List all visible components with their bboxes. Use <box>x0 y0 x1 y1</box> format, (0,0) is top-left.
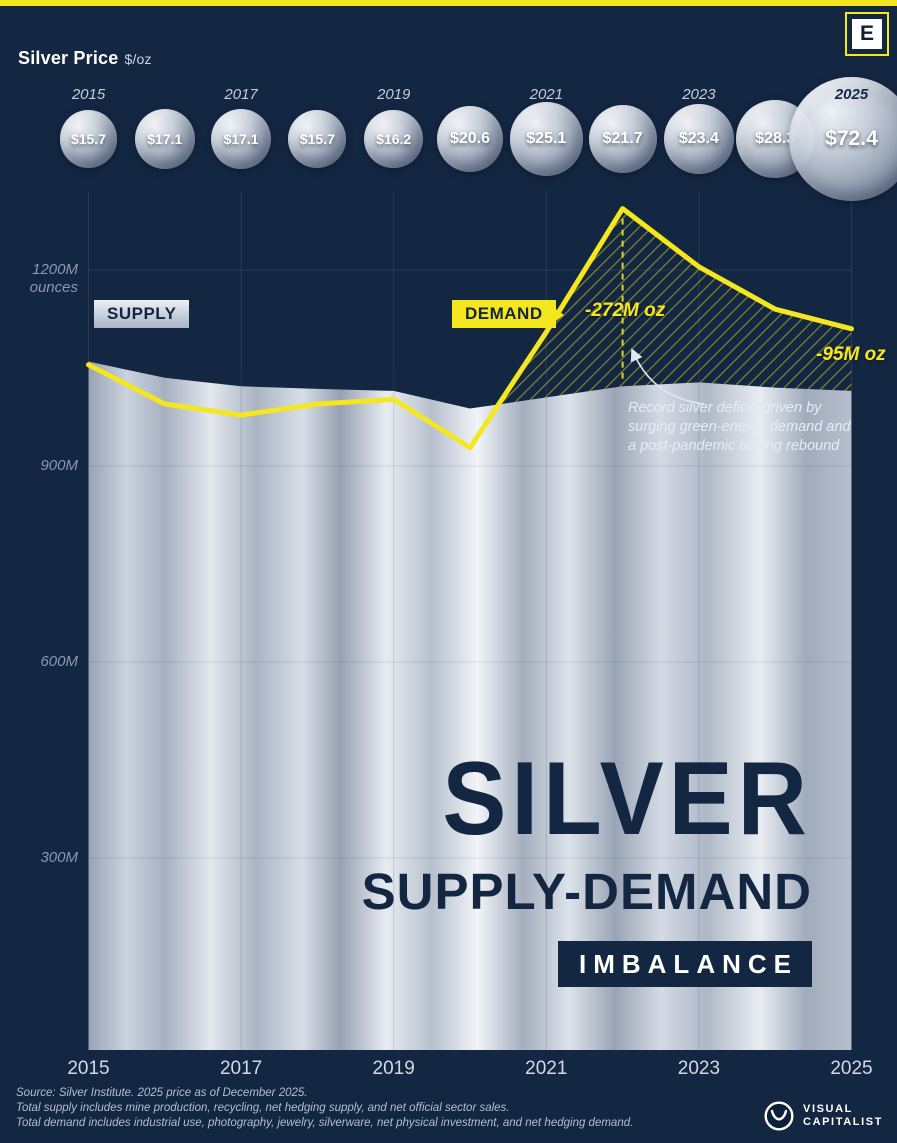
bubble-year-label: 2017 <box>224 86 258 103</box>
supply-series-label: SUPPLY <box>94 300 190 328</box>
elements-logo-letter: E <box>852 19 882 49</box>
bubble-year-label: 2025 <box>834 86 869 103</box>
y-axis-label: 600M <box>40 653 78 670</box>
y-axis-unit-label: ounces <box>29 279 78 296</box>
vc-logo-text-line1: VISUAL <box>803 1102 853 1115</box>
title-imbalance-badge: IMBALANCE <box>558 941 812 988</box>
price-bubble: $72.4 <box>789 76 897 202</box>
price-bubble: $17.1 <box>134 108 195 170</box>
price-label: Silver Price <box>18 48 119 68</box>
y-axis-label: 1200M <box>32 261 78 278</box>
title-silver: SILVER <box>442 741 812 857</box>
price-bubble: $16.2 <box>364 109 424 169</box>
demand-series-label: DEMAND <box>452 300 556 328</box>
vc-logo-text-line2: CAPITALIST <box>803 1116 883 1128</box>
source-line-1: Source: Silver Institute. 2025 price as … <box>16 1087 308 1099</box>
bubble-year-label: 2019 <box>377 86 411 103</box>
x-axis-label: 2017 <box>219 1058 263 1079</box>
x-axis-label: 2021 <box>525 1058 568 1079</box>
demand-pointer-icon <box>553 307 564 323</box>
x-axis-label: 2025 <box>830 1058 873 1079</box>
x-axis-label: 2019 <box>372 1058 415 1079</box>
source-line-3: Total demand includes industrial use, ph… <box>16 1117 634 1130</box>
y-axis-label: 900M <box>40 457 78 474</box>
price-bubble: $23.4 <box>663 103 735 175</box>
bubble-year-label: 2015 <box>71 86 106 103</box>
source-line-2: Total supply includes mine production, r… <box>16 1102 510 1115</box>
vc-logo-icon <box>764 1101 794 1131</box>
source-footnotes: Source: Silver Institute. 2025 price as … <box>16 1086 633 1132</box>
visual-capitalist-logo: VISUAL CAPITALIST <box>763 1100 883 1132</box>
chart-main-title: SILVER SUPPLY-DEMAND IMBALANCE <box>361 741 812 988</box>
x-axis-label: 2015 <box>67 1058 110 1079</box>
price-bubble: $25.1 <box>509 102 583 176</box>
price-unit-label: $/oz <box>124 51 152 67</box>
deficit-2025-label: -95M oz <box>816 344 886 365</box>
top-accent-bar <box>0 0 897 6</box>
price-bubble: $15.7 <box>288 110 347 168</box>
bubble-year-label: 2023 <box>682 86 716 103</box>
price-bubble: $20.6 <box>436 105 504 173</box>
price-bubble: $17.1 <box>210 108 272 170</box>
price-axis-title: Silver Price $/oz <box>18 48 152 69</box>
deficit-2022-label: -272M oz <box>585 300 666 321</box>
deficit-annotation-text: Record silver deficit, driven by surging… <box>628 400 851 455</box>
elements-logo: E <box>845 12 889 56</box>
price-bubble: $21.7 <box>588 104 657 173</box>
x-axis-label: 2023 <box>677 1058 721 1079</box>
price-bubble: $15.7 <box>59 110 118 168</box>
y-axis-label: 300M <box>40 849 78 866</box>
vc-logo-text: VISUAL CAPITALIST <box>803 1103 883 1129</box>
bubble-year-label: 2021 <box>529 86 563 103</box>
title-supply-demand: SUPPLY-DEMAND <box>361 863 812 921</box>
